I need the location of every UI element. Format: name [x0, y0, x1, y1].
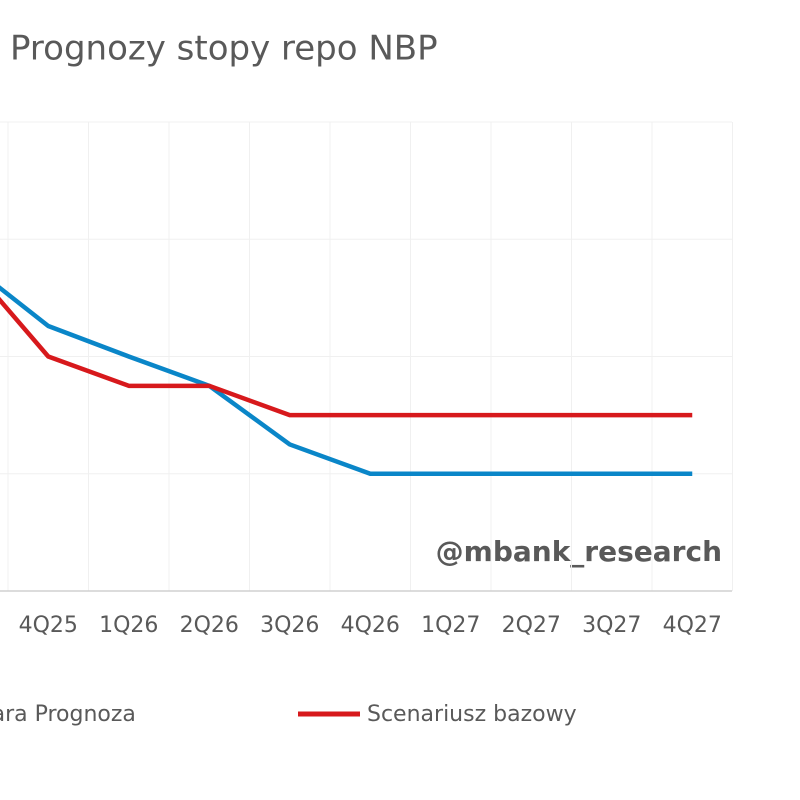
x-tick-label: 2Q26: [180, 613, 239, 638]
x-tick-label: 3Q26: [260, 613, 319, 638]
legend-label: Scenariusz bazowy: [367, 702, 577, 727]
x-tick-label: 4Q25: [19, 613, 78, 638]
watermark: @mbank_research: [436, 535, 722, 568]
legend-label: Stara Prognoza: [0, 702, 136, 727]
x-tick-label: 1Q26: [99, 613, 158, 638]
chart-title: Prognozy stopy repo NBP: [10, 29, 438, 69]
x-tick-label: 4Q26: [341, 613, 400, 638]
line-series: [0, 285, 693, 476]
x-tick-label: 1Q27: [421, 613, 480, 638]
line-series: [0, 296, 693, 418]
x-tick-label: 4Q27: [663, 613, 722, 638]
x-tick-label: 2Q27: [502, 613, 561, 638]
grid: [0, 121, 733, 592]
x-tick-label: 3Q27: [582, 613, 641, 638]
